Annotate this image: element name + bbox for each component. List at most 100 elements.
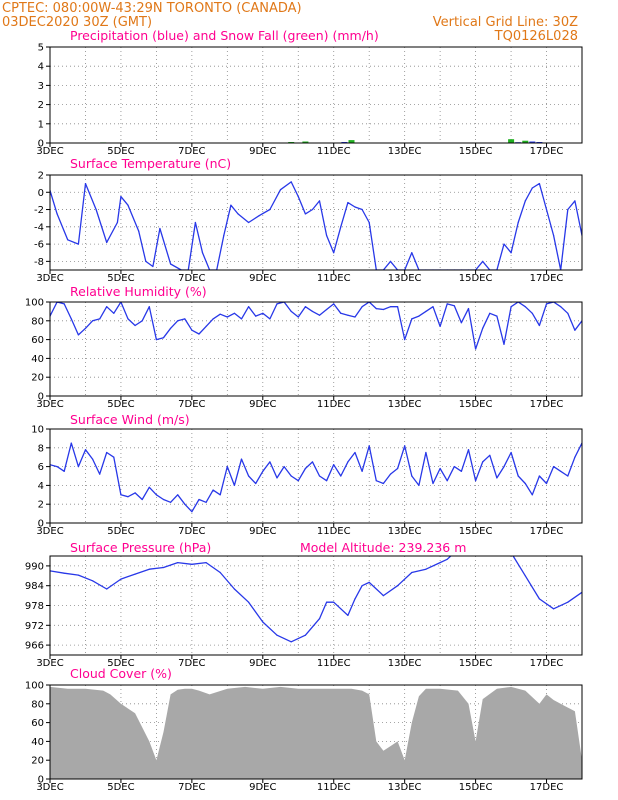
wind-xtick-label: 11DEC xyxy=(317,526,351,537)
temp-point xyxy=(116,221,118,224)
wind-point xyxy=(240,458,243,460)
temp-point xyxy=(482,260,484,262)
temp-point xyxy=(159,227,161,230)
temp-point xyxy=(152,265,154,268)
pressure-point xyxy=(318,618,321,620)
cloud-ytick-label: 40 xyxy=(31,737,44,748)
rh-point xyxy=(106,306,108,308)
pressure-point xyxy=(347,614,349,617)
wind-ytick-label: 2 xyxy=(38,500,44,511)
wind-point xyxy=(460,470,462,472)
temp-point xyxy=(517,221,519,224)
wind-point xyxy=(318,475,321,477)
wind-point xyxy=(297,480,299,482)
rh-ytick-label: 0 xyxy=(38,392,44,403)
cloud-frame xyxy=(49,684,583,780)
pressure-point xyxy=(489,542,490,543)
rh-point xyxy=(255,315,257,317)
rh-point xyxy=(92,320,94,322)
pressure-point xyxy=(177,562,179,564)
rh-point xyxy=(496,315,498,317)
pressure-point xyxy=(106,588,108,590)
wind-point xyxy=(496,477,498,479)
wind-point xyxy=(439,467,441,470)
pressure-point xyxy=(368,581,370,584)
temp-point xyxy=(510,252,512,254)
wind-panel: 0 2 4 6 8 10 3DEC 5DEC 7DEC 9DEC 11DEC 13DEC 15DEC 17… xyxy=(31,425,583,537)
pressure-point xyxy=(503,539,504,540)
pressure-xtick-label: 11DEC xyxy=(317,658,351,669)
wind-point xyxy=(92,458,94,460)
rh-point xyxy=(460,322,462,324)
cloud-xtick-label: 15DEC xyxy=(459,782,493,793)
pressure-point xyxy=(446,558,448,560)
wind-point xyxy=(545,482,548,485)
wind-point xyxy=(148,486,150,488)
temp-point xyxy=(223,234,225,237)
cloud-xtick-label: 3DEC xyxy=(36,782,63,793)
wind-point xyxy=(63,470,65,472)
temp-xtick-label: 7DEC xyxy=(178,273,205,284)
pressure-point xyxy=(538,598,541,600)
wind-point xyxy=(113,456,115,458)
rh-panel: 0 20 40 60 80 100 3DEC 5DEC 7DEC 9DEC 11DEC 13DEC 15… xyxy=(25,298,583,410)
wind-point xyxy=(553,466,555,468)
wind-point xyxy=(212,489,214,491)
pressure-ytick-label: 966 xyxy=(25,641,44,652)
rh-point xyxy=(482,327,484,329)
rh-point xyxy=(489,312,491,314)
rh-xtick-label: 15DEC xyxy=(459,399,493,410)
temp-point xyxy=(269,208,271,211)
cloud-ytick-label: 80 xyxy=(31,699,44,710)
wind-point xyxy=(198,498,200,501)
wind-point xyxy=(155,494,157,496)
wind-point xyxy=(269,461,271,463)
wind-point xyxy=(574,456,576,458)
wind-point xyxy=(120,494,122,496)
rh-ytick-label: 40 xyxy=(31,354,44,365)
temp-point xyxy=(368,221,370,224)
wind-point xyxy=(191,511,193,513)
wind-point xyxy=(538,475,541,477)
temp-point xyxy=(545,208,548,211)
temp-point xyxy=(67,239,69,241)
pressure-xtick-label: 7DEC xyxy=(178,658,205,669)
wind-point xyxy=(333,464,335,466)
wind-point xyxy=(354,451,356,454)
temp-point xyxy=(411,252,413,254)
wind-point xyxy=(276,477,278,479)
precip-ytick-label: 0 xyxy=(38,139,44,150)
precip-xtick-label: 17DEC xyxy=(530,146,564,157)
temp-point xyxy=(138,230,140,232)
rh-point xyxy=(269,318,271,320)
precip-xtick-label: 5DEC xyxy=(107,146,134,157)
wind-xtick-label: 5DEC xyxy=(107,526,134,537)
pressure-series-line xyxy=(50,556,582,643)
rh-xtick-label: 5DEC xyxy=(107,399,134,410)
temp-point xyxy=(333,252,335,254)
wind-point xyxy=(425,451,427,454)
rh-point xyxy=(127,318,129,320)
cloud-ytick-label: 0 xyxy=(38,775,44,786)
pressure-point xyxy=(304,634,306,636)
pressure-data xyxy=(50,539,582,643)
wind-point xyxy=(70,442,72,444)
wind-ytick-label: 0 xyxy=(38,519,44,530)
cloud-xtick-label: 9DEC xyxy=(249,782,276,793)
wind-point xyxy=(453,466,455,468)
wind-point xyxy=(482,461,484,463)
rh-point xyxy=(155,339,157,341)
rh-xtick-label: 13DEC xyxy=(388,399,422,410)
temp-point xyxy=(340,226,342,228)
temp-point xyxy=(531,187,533,189)
rh-point xyxy=(191,329,193,331)
temp-ytick-label: -8 xyxy=(34,257,44,268)
temp-frame xyxy=(49,174,583,271)
rh-point xyxy=(389,306,392,308)
wind-point xyxy=(255,482,257,485)
wind-point xyxy=(375,480,377,482)
temp-point xyxy=(318,200,321,202)
wind-point xyxy=(311,461,314,463)
rh-point xyxy=(170,327,172,329)
pressure-point xyxy=(120,578,122,580)
